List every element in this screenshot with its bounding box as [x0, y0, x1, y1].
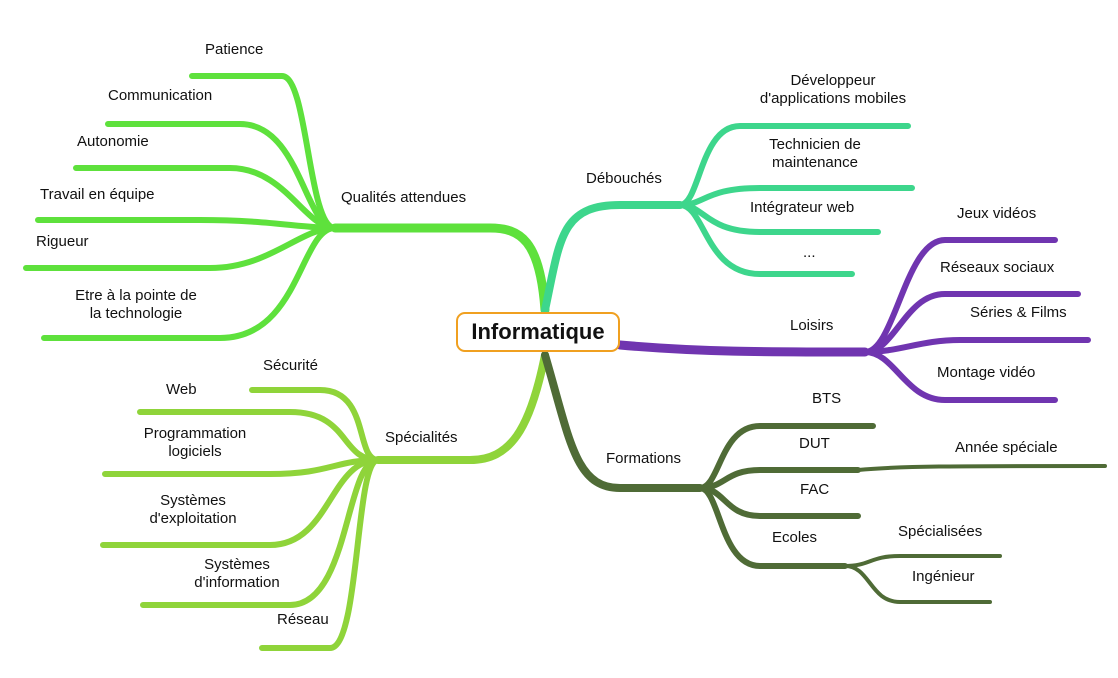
item-bts: BTS [812, 390, 842, 407]
item-web: Web [166, 381, 197, 398]
item-jeux-videos: Jeux vidéos [957, 205, 1037, 222]
item-patience: Patience [205, 41, 264, 58]
topic-loisirs: Loisirs [790, 317, 834, 334]
item-montage-video: Montage vidéo [937, 364, 1036, 381]
topic-formations: Formations [606, 450, 682, 467]
branch-qualites [23, 73, 550, 341]
topic-specialites: Spécialités [385, 429, 458, 446]
item-reseau: Réseau [277, 611, 329, 628]
item-ellipsis: ... [803, 244, 816, 261]
branch-debouches [541, 123, 915, 314]
item-ecoles: Ecoles [772, 529, 818, 546]
item-pointe-technologie: Etre à la pointe de la technologie [75, 287, 197, 322]
topic-debouches: Débouchés [586, 170, 662, 187]
item-autonomie: Autonomie [77, 133, 149, 150]
item-reseaux-sociaux: Réseaux sociaux [940, 259, 1055, 276]
item-communication: Communication [108, 87, 213, 104]
item-systemes-information: Systèmes d'information [194, 556, 280, 591]
item-technicien-maintenance: Technicien de maintenance [769, 136, 861, 171]
item-fac: FAC [800, 481, 830, 498]
item-ingenieur: Ingénieur [912, 568, 975, 585]
item-programmation-logiciels: Programmation logiciels [143, 425, 247, 460]
item-annee-speciale: Année spéciale [955, 439, 1058, 456]
branch-formations [541, 351, 1107, 604]
item-developpeur-mobile: Développeur d'applications mobiles [759, 72, 907, 107]
item-series-films: Séries & Films [970, 304, 1067, 321]
central-topic: Informatique [456, 312, 620, 352]
item-rigueur: Rigueur [36, 233, 89, 250]
item-securite: Sécurité [263, 357, 319, 374]
item-dut: DUT [799, 435, 830, 452]
item-specialisees: Spécialisées [898, 523, 983, 540]
branch-specialites [100, 351, 549, 651]
item-systemes-exploitation: Systèmes d'exploitation [149, 492, 237, 527]
topic-qualites-attendues: Qualités attendues [341, 189, 467, 206]
item-integrateur-web: Intégrateur web [750, 199, 855, 216]
branch-loisirs [615, 237, 1091, 403]
item-travail-equipe: Travail en équipe [40, 186, 155, 203]
